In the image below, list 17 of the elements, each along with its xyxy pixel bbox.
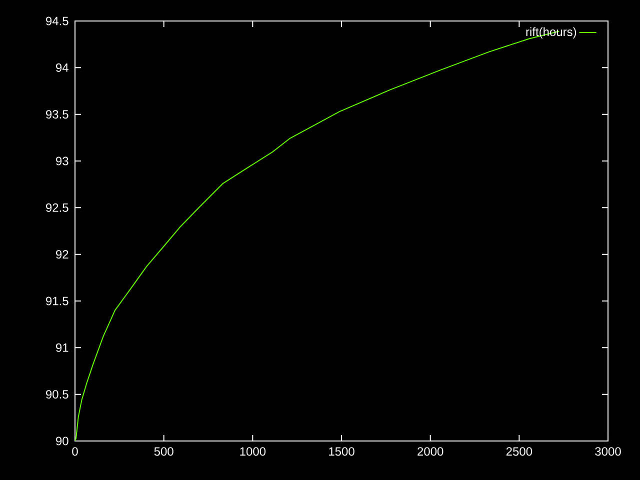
y-tick-label: 90 [56, 436, 68, 446]
x-tick-label: 0 [72, 447, 78, 456]
y-tick-label: 92.5 [46, 203, 68, 212]
y-tick-label: 93.5 [46, 110, 68, 119]
y-tick-label: 94.5 [46, 16, 68, 26]
y-tick-label: 94 [56, 63, 68, 72]
x-tick-label: 1000 [240, 447, 266, 456]
x-tick-label: 500 [154, 447, 174, 456]
x-tick-label: 3000 [595, 447, 621, 456]
y-tick-label: 91 [56, 343, 68, 352]
x-tick-label: 1500 [329, 447, 354, 456]
y-tick-label: 93 [56, 156, 68, 166]
y-tick-label: 90.5 [46, 390, 68, 399]
x-tick-label: 2500 [506, 447, 532, 456]
y-tick-label: 91.5 [46, 296, 68, 306]
y-tick-label: 92 [56, 250, 68, 259]
x-tick-label: 2000 [418, 447, 444, 456]
